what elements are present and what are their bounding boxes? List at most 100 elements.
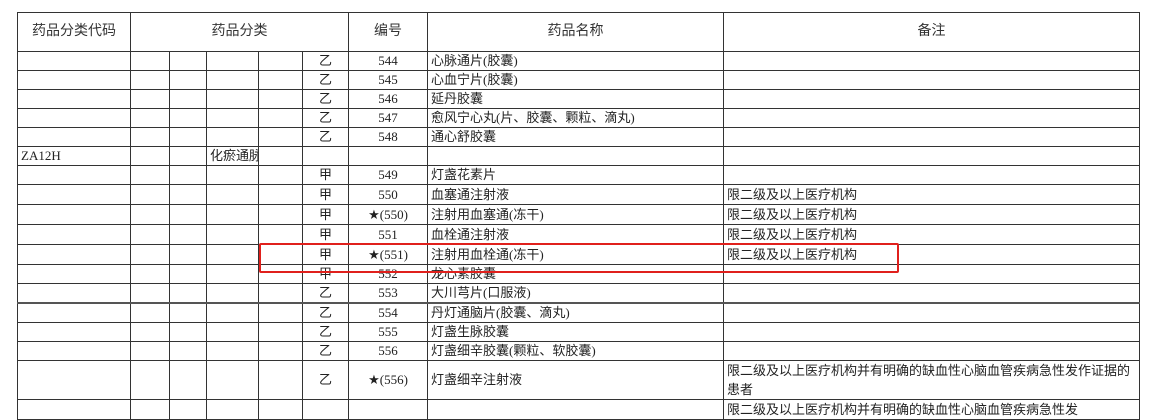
cell-empty [258, 224, 303, 245]
cell-empty [130, 341, 170, 361]
cell-type: 乙 [301, 70, 350, 90]
cell-note [723, 302, 1141, 323]
header-number: 编号 [348, 12, 429, 52]
cell-category [206, 302, 259, 323]
table-row: 乙 553 大川芎片(口服液) [17, 283, 1141, 304]
cell-category [206, 70, 259, 90]
cell-note [723, 322, 1141, 342]
cell-number: 553 [348, 283, 429, 304]
cell-type: 乙 [301, 127, 350, 147]
table-row: 甲 552 龙心素胶囊 [17, 264, 1141, 284]
cell-category [206, 51, 259, 71]
table-row: 甲 ★(551) 注射用血栓通(冻干) 限二级及以上医疗机构 [17, 244, 1141, 265]
cell-empty [258, 146, 303, 166]
cell-note [723, 89, 1141, 109]
cell-empty [258, 360, 303, 400]
cell-category [206, 108, 259, 128]
cell-number: 556 [348, 341, 429, 361]
drug-catalog-table: 药品分类代码 药品分类 编号 药品名称 备注 乙 544 心脉通片(胶囊) 乙 545 心… [17, 12, 1141, 420]
cell-category [206, 224, 259, 245]
cell-number: 555 [348, 322, 429, 342]
cell-name: 灯盏生脉胶囊 [427, 322, 725, 342]
cell-number: 545 [348, 70, 429, 90]
cell-code [17, 399, 131, 420]
cell-code [17, 264, 131, 284]
header-row: 药品分类代码 药品分类 编号 药品名称 备注 [17, 12, 1141, 52]
cell-empty [169, 224, 207, 245]
cell-category [206, 399, 259, 420]
cell-note [723, 70, 1141, 90]
cell-empty [258, 89, 303, 109]
cell-empty [169, 165, 207, 185]
table-row: 乙 556 灯盏细辛胶囊(颗粒、软胶囊) [17, 341, 1141, 361]
cell-empty [169, 108, 207, 128]
cell-code [17, 244, 131, 265]
cell-note [723, 127, 1141, 147]
cell-code [17, 302, 131, 323]
cell-name: 心脉通片(胶囊) [427, 51, 725, 71]
cell-number: 544 [348, 51, 429, 71]
cell-note: 限二级及以上医疗机构 [723, 204, 1141, 225]
table-row: ZA12H 化瘀通脉剂 [17, 146, 1141, 166]
cell-empty [130, 283, 170, 304]
cell-category [206, 341, 259, 361]
cell-type: 乙 [301, 341, 350, 361]
cell-empty [169, 146, 207, 166]
cell-code [17, 127, 131, 147]
cell-number: ★(550) [348, 204, 429, 225]
cell-note [723, 108, 1141, 128]
cell-type: 甲 [301, 165, 350, 185]
cell-empty [258, 184, 303, 205]
cell-note [723, 146, 1141, 166]
cell-type: 乙 [301, 302, 350, 323]
cell-category [206, 165, 259, 185]
cell-number: 552 [348, 264, 429, 284]
cell-empty [130, 70, 170, 90]
cell-empty [130, 322, 170, 342]
cell-empty [130, 184, 170, 205]
cell-empty [258, 108, 303, 128]
cell-category [206, 264, 259, 284]
cell-empty [130, 244, 170, 265]
cell-code [17, 70, 131, 90]
cell-number: 546 [348, 89, 429, 109]
cell-name: 丹灯通脑片(胶囊、滴丸) [427, 302, 725, 323]
cell-code [17, 322, 131, 342]
table-row: 乙 554 丹灯通脑片(胶囊、滴丸) [17, 302, 1141, 323]
cell-category [206, 244, 259, 265]
cell-name: 灯盏花素片 [427, 165, 725, 185]
cell-category [206, 204, 259, 225]
cell-name [427, 399, 725, 420]
cell-empty [169, 360, 207, 400]
cell-note [723, 341, 1141, 361]
cell-number [348, 399, 429, 420]
cell-empty [169, 204, 207, 225]
cell-type: 甲 [301, 244, 350, 265]
cell-note: 限二级及以上医疗机构 [723, 244, 1141, 265]
cell-type: 乙 [301, 51, 350, 71]
table-row: 乙 555 灯盏生脉胶囊 [17, 322, 1141, 342]
cell-name: 延丹胶囊 [427, 89, 725, 109]
cell-code: ZA12H [17, 146, 131, 166]
cell-empty [169, 51, 207, 71]
cell-type: 乙 [301, 360, 350, 400]
cell-category [206, 360, 259, 400]
cell-type: 甲 [301, 184, 350, 205]
cell-empty [258, 51, 303, 71]
cell-type: 甲 [301, 264, 350, 284]
cell-category [206, 89, 259, 109]
cell-empty [130, 264, 170, 284]
cell-number: 551 [348, 224, 429, 245]
cell-empty [258, 399, 303, 420]
table-row: 乙 544 心脉通片(胶囊) [17, 51, 1141, 71]
cell-empty [130, 399, 170, 420]
cell-code [17, 165, 131, 185]
cell-empty [258, 204, 303, 225]
cell-empty [258, 70, 303, 90]
table-row: 甲 550 血塞通注射液 限二级及以上医疗机构 [17, 184, 1141, 205]
cell-empty [258, 165, 303, 185]
cell-name: 血塞通注射液 [427, 184, 725, 205]
cell-empty [169, 283, 207, 304]
cell-type: 乙 [301, 89, 350, 109]
cell-type [301, 146, 350, 166]
